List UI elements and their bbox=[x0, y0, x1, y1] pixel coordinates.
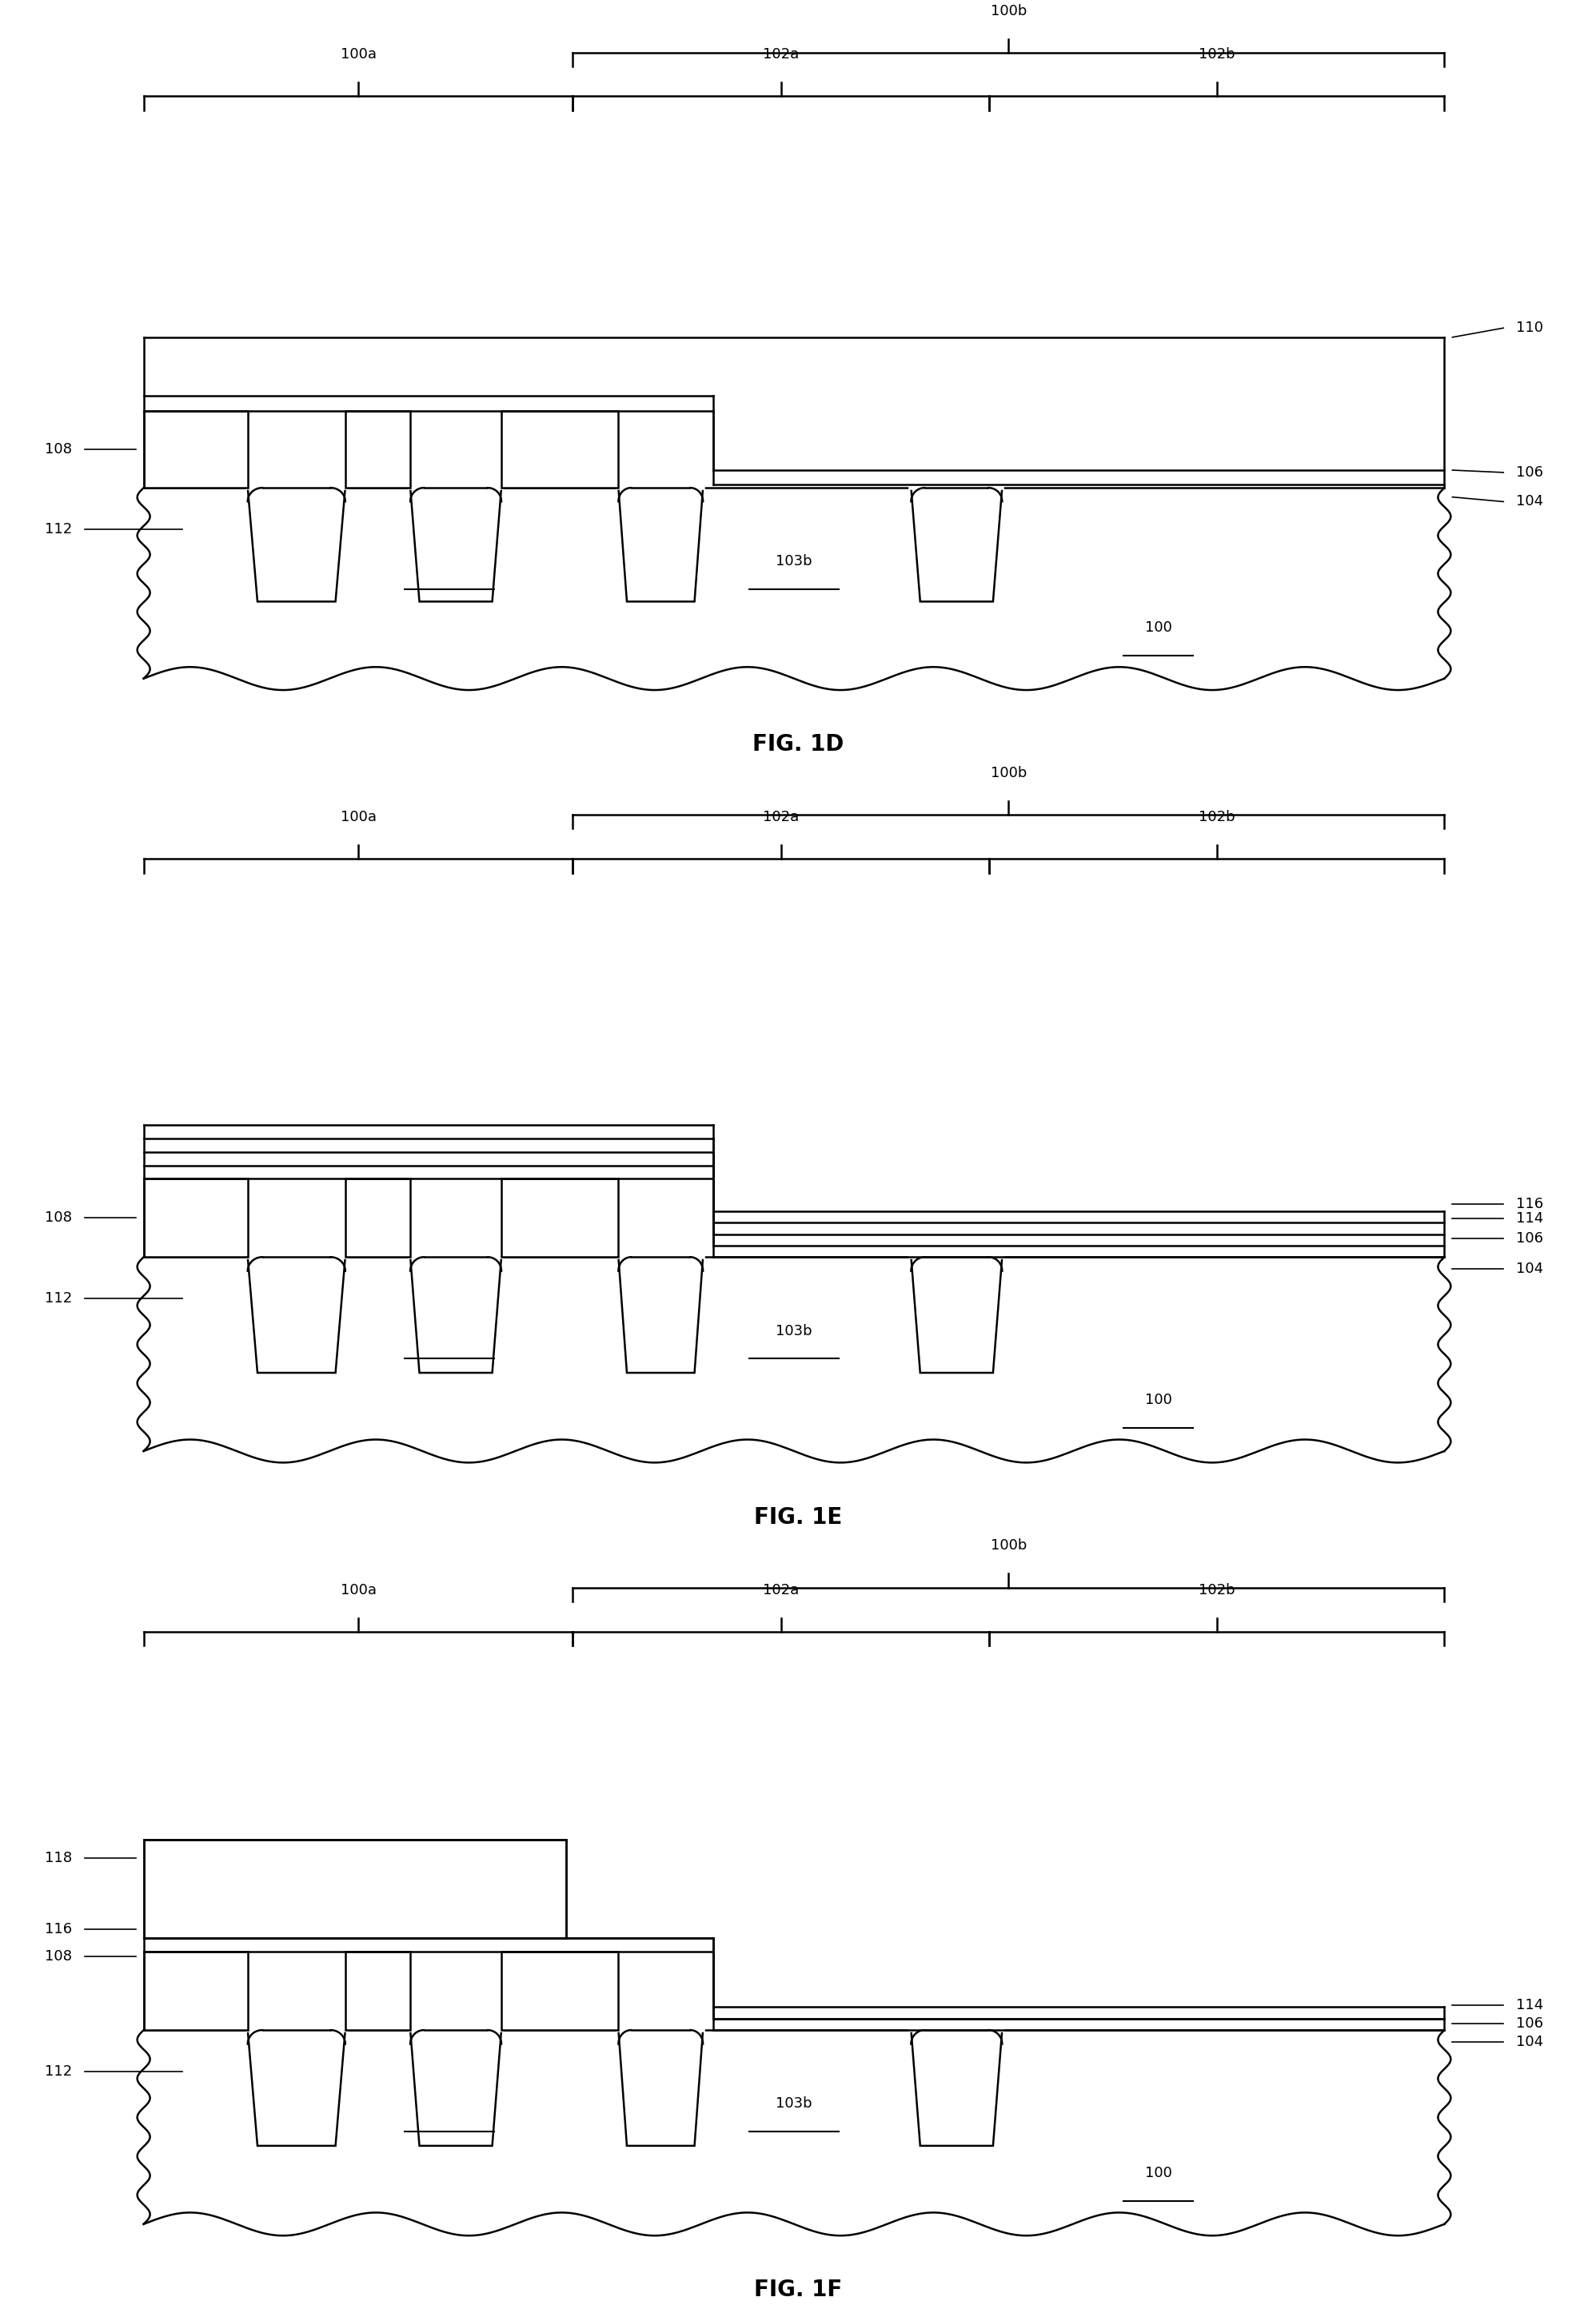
Text: 112: 112 bbox=[45, 1291, 72, 1307]
Text: 116: 116 bbox=[45, 1921, 72, 1937]
Text: 102b: 102b bbox=[1199, 1584, 1235, 1598]
Polygon shape bbox=[144, 1951, 247, 2030]
Text: 106: 106 bbox=[1516, 2016, 1543, 2030]
Text: 100b: 100b bbox=[991, 1538, 1026, 1554]
Text: 103a: 103a bbox=[431, 2097, 468, 2110]
Text: 106: 106 bbox=[1516, 1231, 1543, 1247]
Text: 114: 114 bbox=[1516, 1997, 1543, 2011]
Text: 108: 108 bbox=[45, 1949, 72, 1963]
Polygon shape bbox=[618, 1256, 702, 1374]
Text: 110: 110 bbox=[1516, 321, 1543, 335]
Polygon shape bbox=[911, 1256, 1002, 1374]
Text: 106: 106 bbox=[1516, 464, 1543, 480]
Polygon shape bbox=[410, 487, 501, 603]
Text: 118: 118 bbox=[45, 1852, 72, 1866]
Polygon shape bbox=[618, 2030, 702, 2145]
Polygon shape bbox=[144, 1180, 247, 1256]
Polygon shape bbox=[345, 1180, 410, 1256]
Text: FIG. 1F: FIG. 1F bbox=[753, 2279, 843, 2302]
Polygon shape bbox=[247, 2030, 345, 2145]
Polygon shape bbox=[247, 487, 345, 603]
Text: 103a: 103a bbox=[431, 1323, 468, 1339]
Text: 114: 114 bbox=[1516, 1210, 1543, 1226]
Text: 100a: 100a bbox=[340, 1584, 377, 1598]
Text: 102b: 102b bbox=[1199, 810, 1235, 824]
Text: 100a: 100a bbox=[340, 810, 377, 824]
Text: 112: 112 bbox=[45, 522, 72, 536]
Text: 108: 108 bbox=[45, 1210, 72, 1226]
Text: 104: 104 bbox=[1516, 2034, 1543, 2048]
Text: FIG. 1E: FIG. 1E bbox=[753, 1505, 843, 1529]
Polygon shape bbox=[144, 1840, 567, 1937]
Polygon shape bbox=[410, 2030, 501, 2145]
Text: FIG. 1D: FIG. 1D bbox=[752, 732, 844, 755]
Text: 100a: 100a bbox=[340, 48, 377, 62]
Polygon shape bbox=[618, 487, 702, 603]
Text: 100b: 100b bbox=[991, 5, 1026, 18]
Polygon shape bbox=[247, 1256, 345, 1374]
Text: 103b: 103b bbox=[776, 1323, 812, 1339]
Polygon shape bbox=[345, 1951, 410, 2030]
Text: 102a: 102a bbox=[763, 1584, 800, 1598]
Text: 100: 100 bbox=[1144, 621, 1171, 635]
Text: 108: 108 bbox=[45, 441, 72, 457]
Text: 116: 116 bbox=[1516, 1196, 1543, 1212]
Polygon shape bbox=[501, 411, 618, 487]
Text: 112: 112 bbox=[45, 2064, 72, 2078]
Text: 103b: 103b bbox=[776, 2097, 812, 2110]
Text: 104: 104 bbox=[1516, 494, 1543, 508]
Text: 102a: 102a bbox=[763, 810, 800, 824]
Polygon shape bbox=[410, 1256, 501, 1374]
Text: 104: 104 bbox=[1516, 1261, 1543, 1277]
Text: 100: 100 bbox=[1144, 2166, 1171, 2180]
Polygon shape bbox=[911, 2030, 1002, 2145]
Polygon shape bbox=[501, 1180, 618, 1256]
Text: 103a: 103a bbox=[431, 554, 468, 568]
Polygon shape bbox=[345, 411, 410, 487]
Text: 100b: 100b bbox=[991, 767, 1026, 780]
Text: 102a: 102a bbox=[763, 48, 800, 62]
Polygon shape bbox=[144, 411, 247, 487]
Polygon shape bbox=[911, 487, 1002, 603]
Polygon shape bbox=[501, 1951, 618, 2030]
Text: 102b: 102b bbox=[1199, 48, 1235, 62]
Text: 100: 100 bbox=[1144, 1392, 1171, 1408]
Text: 103b: 103b bbox=[776, 554, 812, 568]
